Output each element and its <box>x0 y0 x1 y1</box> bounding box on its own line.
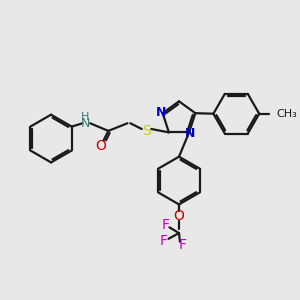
Text: H: H <box>81 112 90 122</box>
Text: F: F <box>179 238 187 251</box>
Text: N: N <box>185 127 195 140</box>
Text: F: F <box>162 218 170 233</box>
Text: O: O <box>174 209 184 223</box>
Text: CH₃: CH₃ <box>276 109 297 119</box>
Text: N: N <box>156 106 166 119</box>
Text: S: S <box>142 124 151 138</box>
Text: N: N <box>81 117 90 130</box>
Text: O: O <box>95 139 106 153</box>
Text: F: F <box>160 234 168 248</box>
